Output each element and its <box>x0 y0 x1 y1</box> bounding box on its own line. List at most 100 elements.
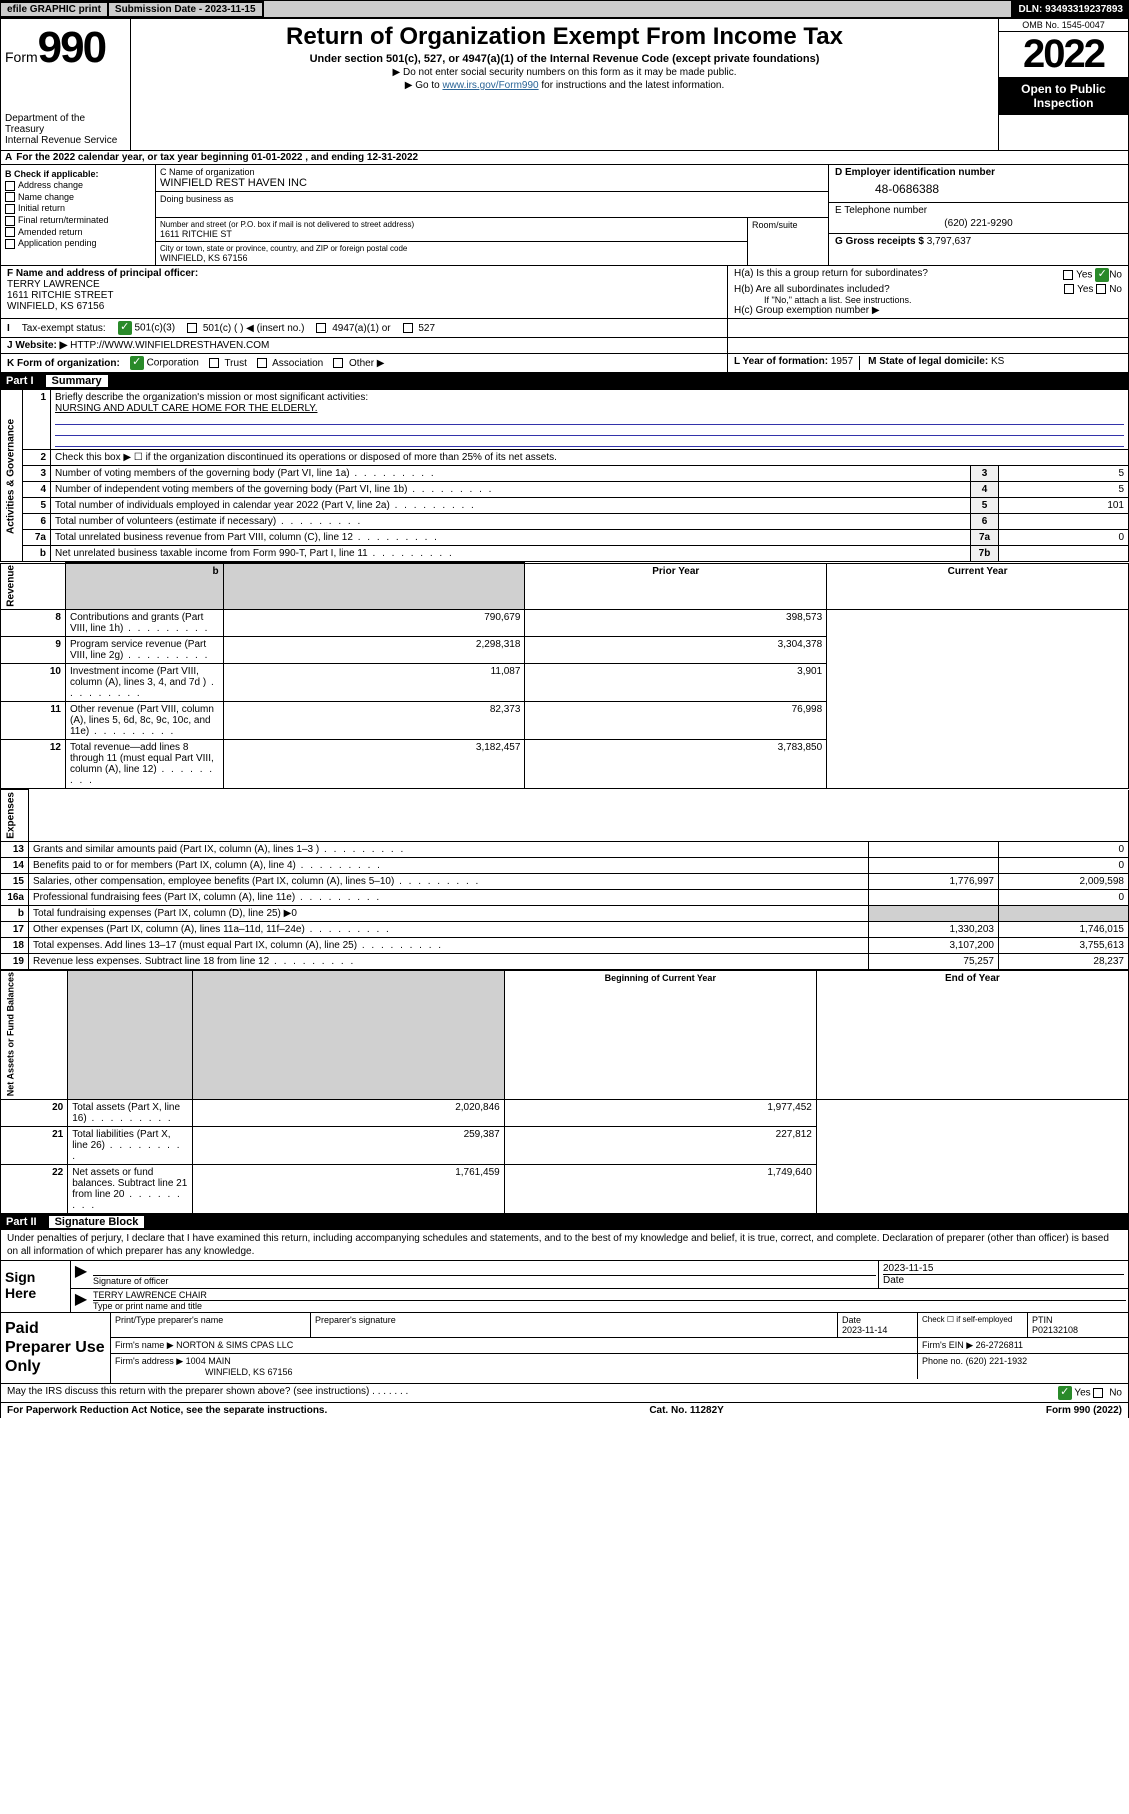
m-label: M State of legal domicile: <box>868 356 988 367</box>
check-self[interactable]: Check ☐ if self-employed <box>918 1313 1028 1337</box>
line-text: Benefits paid to or for members (Part IX… <box>29 857 869 873</box>
addr-value: 1611 RITCHIE ST <box>160 229 743 239</box>
line-num: 15 <box>1 873 29 889</box>
gross-block: G Gross receipts $ 3,797,637 <box>829 234 1128 249</box>
ha-yes-chk[interactable] <box>1063 270 1073 280</box>
form990-link[interactable]: www.irs.gov/Form990 <box>442 80 538 91</box>
boy-value: 1,761,459 <box>192 1165 504 1214</box>
sig-officer-field[interactable]: Signature of officer <box>91 1261 878 1288</box>
may-irs-text: May the IRS discuss this return with the… <box>7 1386 369 1397</box>
chk-name-change[interactable]: Name change <box>5 192 151 203</box>
curr-value: 76,998 <box>525 702 827 740</box>
line-num: 6 <box>23 514 51 530</box>
form-subtitle: Under section 501(c), 527, or 4947(a)(1)… <box>137 53 992 65</box>
chk-501c3[interactable]: ✓ <box>118 321 132 335</box>
subdate-btn[interactable]: Submission Date - 2023-11-15 <box>108 2 263 17</box>
efile-btn[interactable]: efile GRAPHIC print <box>0 2 108 17</box>
curr-value: 3,783,850 <box>525 740 827 789</box>
chk-address-change[interactable]: Address change <box>5 180 151 191</box>
chk-527[interactable] <box>403 323 413 333</box>
chk-app-pending[interactable]: Application pending <box>5 238 151 249</box>
taxyear-text: For the 2022 calendar year, or tax year … <box>16 152 418 163</box>
prior-value <box>869 889 999 905</box>
form-note2: ▶ Go to www.irs.gov/Form990 for instruct… <box>137 80 992 91</box>
revenue-table: Revenue b Prior Year Current Year 8 Cont… <box>0 562 1129 789</box>
line-text: Total assets (Part X, line 16) <box>68 1100 192 1127</box>
eoy-hdr: End of Year <box>816 970 1128 1099</box>
line-num: 9 <box>1 637 66 664</box>
org-name: WINFIELD REST HAVEN INC <box>160 177 824 189</box>
col-b-checkboxes: B Check if applicable: Address change Na… <box>1 165 156 265</box>
line-box: 6 <box>971 514 999 530</box>
note2-post: for instructions and the latest informat… <box>539 80 725 91</box>
chk-initial-return[interactable]: Initial return <box>5 203 151 214</box>
chk-amended-return[interactable]: Amended return <box>5 227 151 238</box>
note2-pre: ▶ Go to <box>405 80 443 91</box>
prior-value <box>869 905 999 921</box>
line-num: b <box>23 546 51 562</box>
line-num: 20 <box>1 1100 68 1127</box>
website-value: HTTP://WWW.WINFIELDRESTHAVEN.COM <box>70 340 269 351</box>
hb-note: If "No," attach a list. See instructions… <box>734 295 1122 305</box>
top-bar: efile GRAPHIC print Submission Date - 20… <box>0 0 1129 18</box>
line-num: 13 <box>1 841 29 857</box>
line-value <box>999 514 1129 530</box>
f-addr1: 1611 RITCHIE STREET <box>7 290 721 301</box>
curr-value: 398,573 <box>525 610 827 637</box>
part1-title: Summary <box>46 375 108 387</box>
firm-addr2: WINFIELD, KS 67156 <box>115 1367 293 1377</box>
chk-501c[interactable] <box>187 323 197 333</box>
ptin-value: P02132108 <box>1032 1325 1124 1335</box>
line-num: 7a <box>23 530 51 546</box>
line-num: 1 <box>23 390 51 450</box>
netassets-table: Net Assets or Fund Balances Beginning of… <box>0 970 1129 1214</box>
line-text: Total number of individuals employed in … <box>51 498 971 514</box>
chk-assoc[interactable] <box>257 358 267 368</box>
ein-value: 48-0686388 <box>835 178 1122 200</box>
may-irs-no[interactable] <box>1093 1388 1103 1398</box>
dba-label: Doing business as <box>160 194 824 204</box>
prior-value: 82,373 <box>223 702 525 740</box>
hb-no-chk[interactable] <box>1096 284 1106 294</box>
chk-other[interactable] <box>333 358 343 368</box>
part2-num: Part II <box>6 1216 45 1228</box>
form-header: Form990 Department of the Treasury Inter… <box>0 18 1129 151</box>
line-num: 10 <box>1 664 66 702</box>
hb-yes-chk[interactable] <box>1064 284 1074 294</box>
line-text: Net assets or fund balances. Subtract li… <box>68 1165 192 1214</box>
room-suite: Room/suite <box>748 218 828 265</box>
line-num: 18 <box>1 937 29 953</box>
city-value: WINFIELD, KS 67156 <box>160 253 743 263</box>
org-name-block: C Name of organization WINFIELD REST HAV… <box>156 165 828 192</box>
chk-corp[interactable]: ✓ <box>130 356 144 370</box>
sig-officer-label: Signature of officer <box>93 1276 876 1286</box>
sig-date: 2023-11-15 Date <box>878 1261 1128 1288</box>
ha-label: H(a) Is this a group return for subordin… <box>734 268 928 282</box>
curr-value: 3,755,613 <box>999 937 1129 953</box>
ha-no-chk[interactable]: ✓ <box>1095 268 1109 282</box>
tel-value: (620) 221-9290 <box>835 216 1122 231</box>
curr-value: 1,746,015 <box>999 921 1129 937</box>
cat-number: Cat. No. 11282Y <box>649 1405 723 1416</box>
c-name-label: C Name of organization <box>160 167 824 177</box>
vlabel-activities: Activities & Governance <box>1 390 23 562</box>
chk-final-return[interactable]: Final return/terminated <box>5 215 151 226</box>
sig-name-field: TERRY LAWRENCE CHAIR Type or print name … <box>91 1289 1128 1312</box>
f-officer: F Name and address of principal officer:… <box>1 266 728 318</box>
dept-treasury: Department of the Treasury <box>5 113 126 135</box>
line-num: 21 <box>1 1127 68 1165</box>
j-label: Website: ▶ <box>15 340 67 351</box>
prior-value: 3,182,457 <box>223 740 525 789</box>
may-irs-yes[interactable]: ✓ <box>1058 1386 1072 1400</box>
paperwork-notice: For Paperwork Reduction Act Notice, see … <box>7 1405 327 1416</box>
eoy-value: 1,977,452 <box>504 1100 816 1127</box>
chk-4947[interactable] <box>316 323 326 333</box>
chk-trust[interactable] <box>209 358 219 368</box>
line-text: Total expenses. Add lines 13–17 (must eq… <box>29 937 869 953</box>
line-num: 4 <box>23 482 51 498</box>
part2-title: Signature Block <box>49 1216 145 1228</box>
boy-value: 2,020,846 <box>192 1100 504 1127</box>
line-num: 16a <box>1 889 29 905</box>
line-text: Total fundraising expenses (Part IX, col… <box>29 905 869 921</box>
may-irs-row: May the IRS discuss this return with the… <box>0 1384 1129 1403</box>
